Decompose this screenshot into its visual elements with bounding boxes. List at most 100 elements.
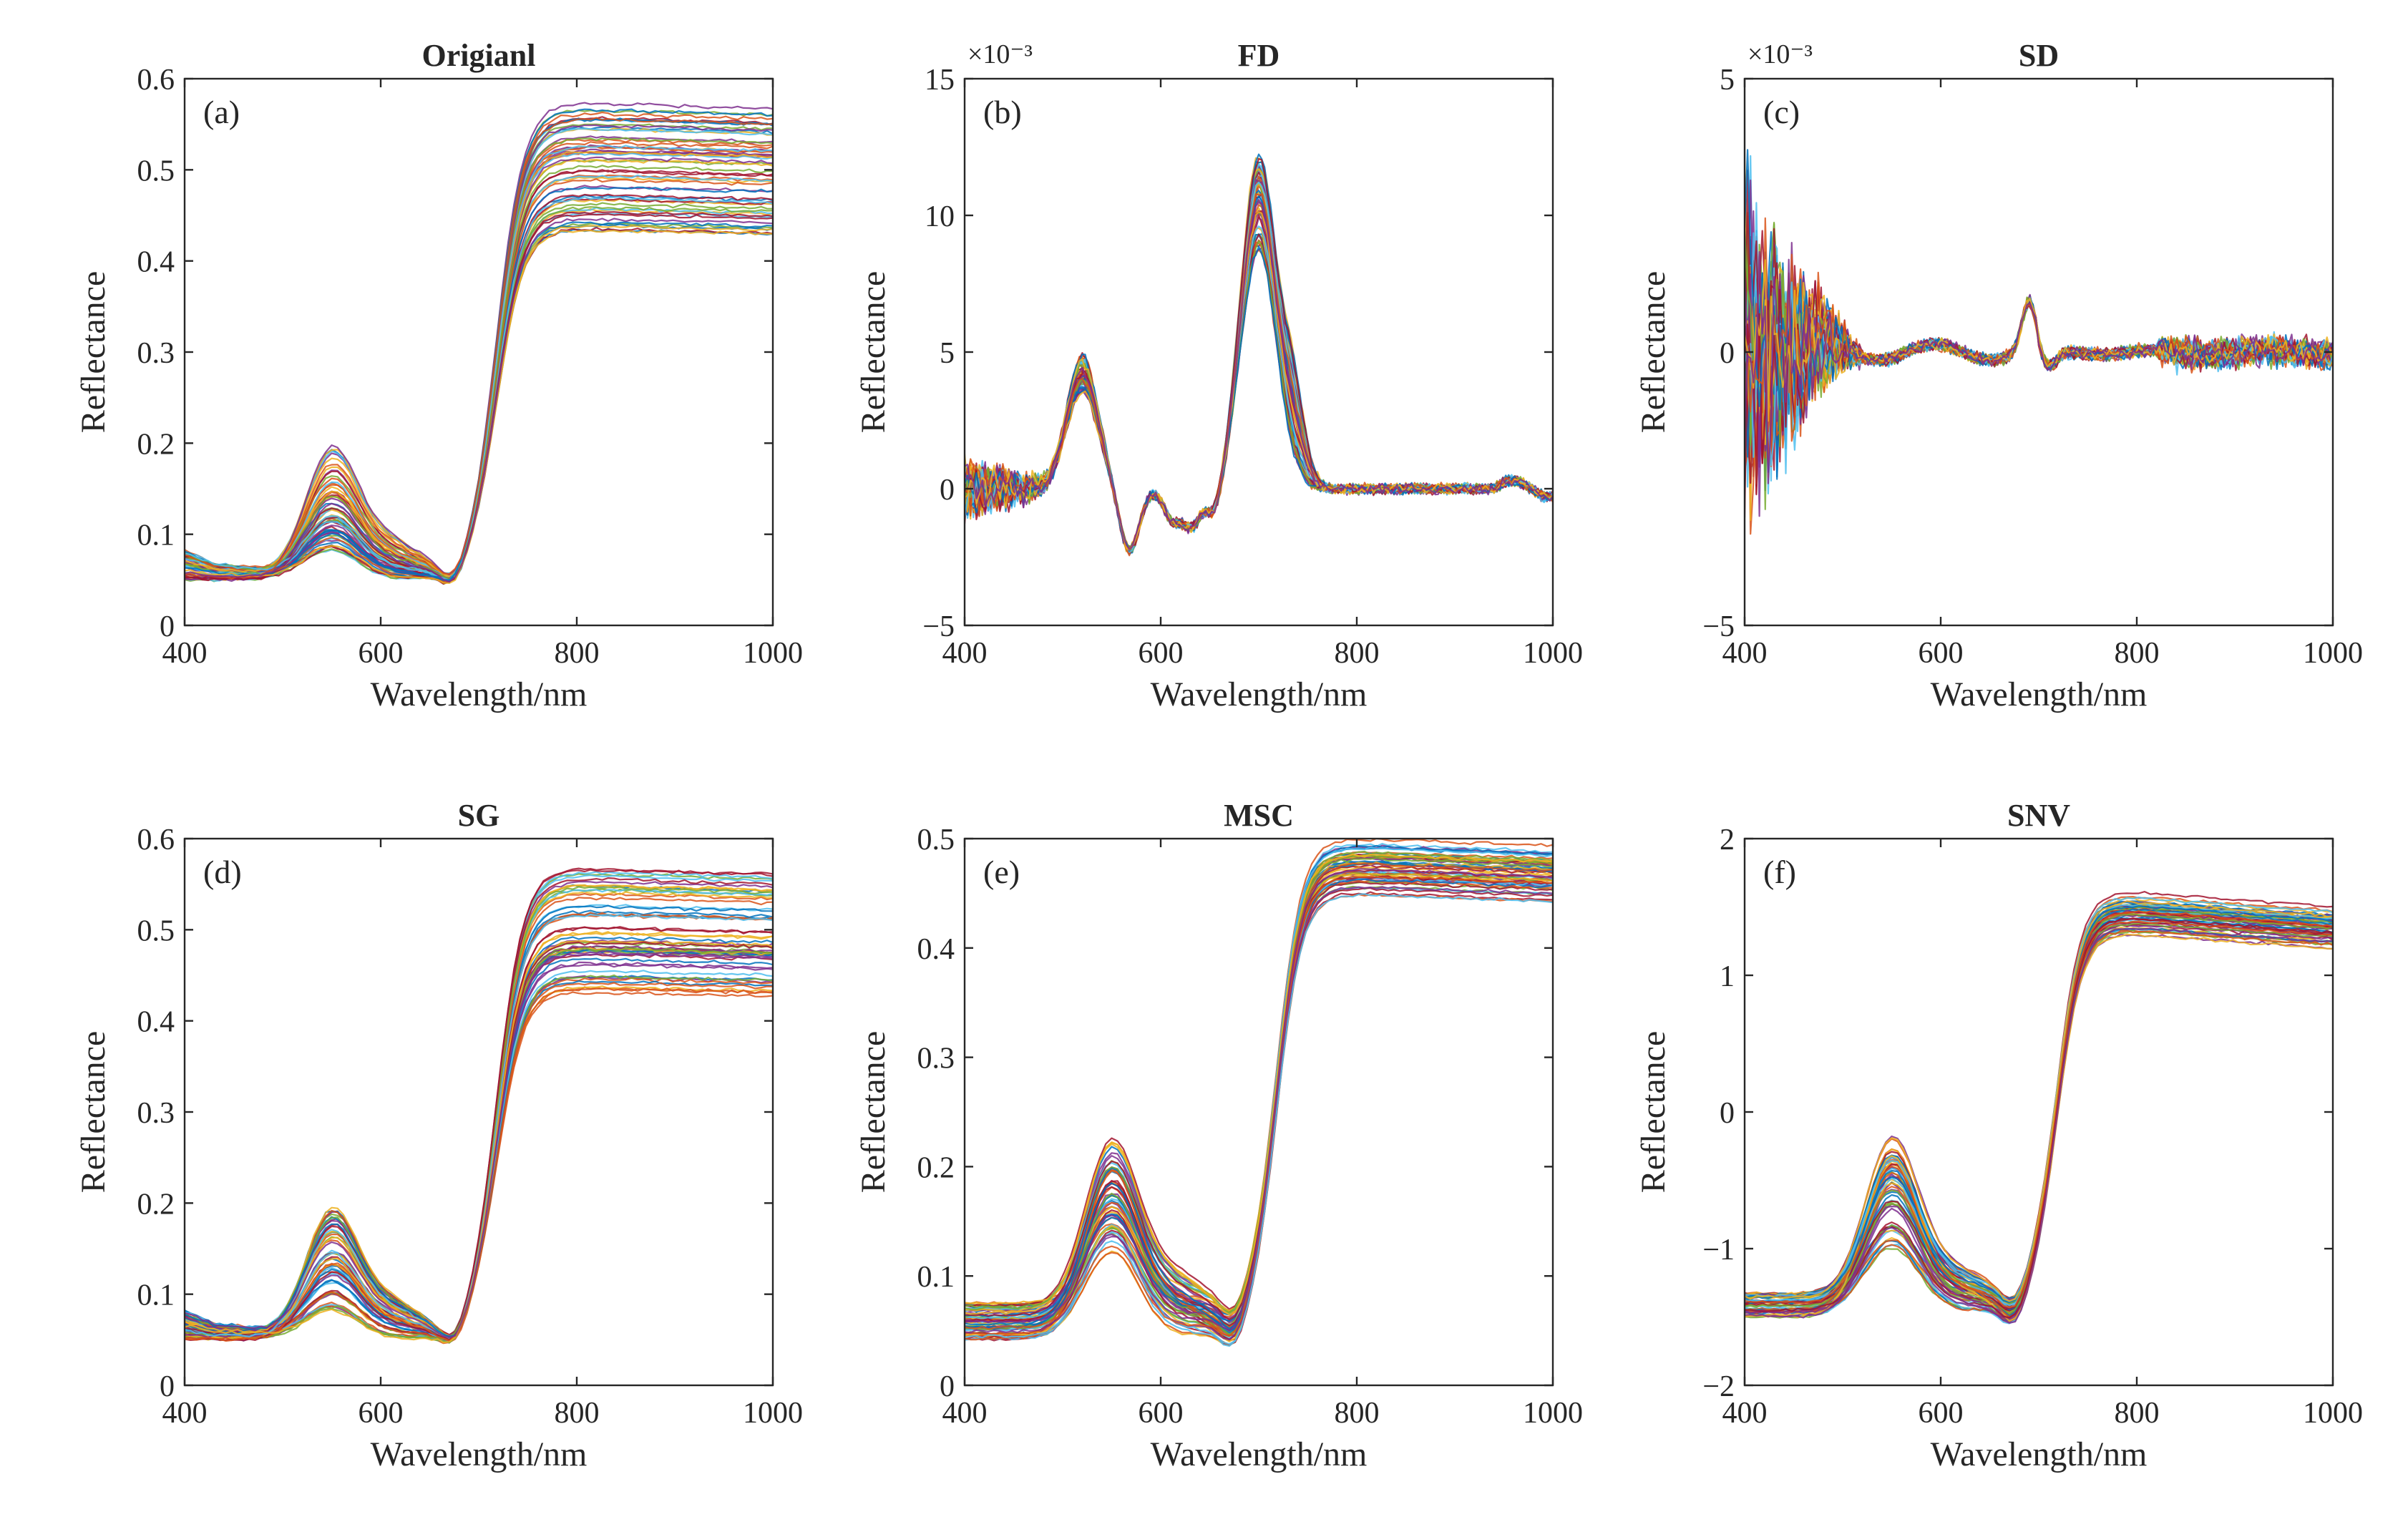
y-tick-label: −2 [1702, 1370, 1735, 1403]
x-tick-label: 400 [1722, 637, 1768, 670]
spectrum-line [1745, 924, 2333, 1319]
spectrum-line [965, 870, 1553, 1326]
y-tick-label: 0 [160, 1370, 175, 1403]
x-tick-label: 600 [359, 637, 404, 670]
spectrum-line [185, 941, 773, 1342]
spectrum-line [965, 891, 1553, 1346]
axes-box [183, 837, 774, 1387]
panel-letter: (b) [983, 94, 1022, 130]
panel-letter: (f) [1763, 854, 1796, 890]
x-tick-label: 1000 [743, 637, 803, 670]
x-tick-label: 400 [162, 1397, 208, 1430]
y-axis-label: Reflectance [854, 271, 892, 434]
spectrum-line [965, 247, 1553, 555]
panel-b: 400 600 800 1000 −5 0 5 10 15 FD ×10⁻³ (b) Wavelengt… [854, 38, 1583, 713]
spectrum-line [965, 233, 1553, 556]
spectrum-line [185, 228, 773, 577]
y-tick-label: 0.3 [137, 1097, 175, 1130]
spectrum-line [965, 881, 1553, 1337]
spectrum-line [965, 887, 1553, 1339]
panel-f: 400 600 800 1000 −2 −1 0 1 2 SNV (f) Wavelength/nm R… [1634, 798, 2363, 1473]
spectrum-line [965, 233, 1553, 553]
spectrum-line [185, 932, 773, 1340]
spectrum-line [965, 854, 1553, 1316]
spectrum-line [185, 947, 773, 1338]
spectrum-line [1745, 929, 2333, 1315]
spectrum-line [965, 875, 1553, 1327]
series-group [185, 102, 773, 585]
spectrum-line [1745, 264, 2333, 521]
panel-d: 400 600 800 1000 0 0.1 0.2 0.3 0.4 0.5 0.6 SG (d) Wav… [74, 798, 803, 1473]
spectrum-line [185, 225, 773, 584]
spectrum-line [185, 953, 773, 1338]
spectrum-line [965, 893, 1553, 1342]
spectrum-line [1745, 912, 2333, 1312]
y-tick-label: 0.6 [137, 64, 175, 97]
spectrum-line [965, 877, 1553, 1347]
panel-c: 400 600 800 1000 −5 0 5 SD ×10⁻³ (c) Wavelength/nm… [1634, 38, 2363, 713]
x-tick-label: 400 [162, 637, 208, 670]
x-tick-label: 600 [1919, 1397, 1964, 1430]
spectrum-line [185, 196, 773, 583]
spectrum-line [965, 181, 1553, 551]
spectrum-line [185, 950, 773, 1342]
spectrum-line [965, 862, 1553, 1332]
spectrum-line [185, 957, 773, 1338]
spectrum-line [185, 109, 773, 582]
spectrum-line [965, 210, 1553, 550]
spectrum-line [185, 940, 773, 1339]
y-tick-label: 0.5 [137, 914, 175, 947]
x-tick-label: 800 [2115, 1397, 2160, 1430]
panel-title: SG [458, 798, 500, 833]
spectrum-line [185, 877, 773, 1341]
x-tick-label: 1000 [1523, 1397, 1583, 1430]
spectrum-line [965, 207, 1553, 553]
spectrum-line [965, 182, 1553, 551]
spectrum-line [185, 948, 773, 1337]
spectrum-line [185, 145, 773, 581]
spectrum-line [185, 124, 773, 580]
spectrum-line [185, 206, 773, 585]
spectrum-line [965, 867, 1553, 1332]
spectrum-line [1745, 907, 2333, 1307]
spectrum-line [185, 930, 773, 1344]
spectrum-line [965, 878, 1553, 1334]
spectrum-line [965, 239, 1553, 552]
spectrum-line [965, 212, 1553, 552]
x-tick-label: 800 [555, 1397, 600, 1430]
spectrum-line [1745, 924, 2333, 1323]
x-tick-label: 800 [555, 637, 600, 670]
x-tick-label: 800 [1335, 637, 1380, 670]
spectrum-line [185, 213, 773, 582]
spectrum-line [1745, 902, 2333, 1309]
spectrum-line [965, 869, 1553, 1335]
spectrum-line [1745, 915, 2333, 1322]
spectrum-line [965, 214, 1553, 550]
spectrum-line [185, 991, 773, 1345]
spectrum-line [185, 229, 773, 579]
spectrum-line [965, 243, 1553, 552]
spectrum-line [1745, 917, 2333, 1309]
spectrum-line [965, 879, 1553, 1347]
spectrum-line [185, 198, 773, 581]
spectrum-line [185, 949, 773, 1343]
spectrum-line [185, 141, 773, 580]
spectrum-line [1745, 918, 2333, 1322]
spectrum-line [185, 116, 773, 582]
spectrum-line [185, 117, 773, 582]
spectrum-line [965, 871, 1553, 1328]
spectrum-line [185, 985, 773, 1340]
spectrum-line [185, 223, 773, 582]
panel-letter: (c) [1763, 94, 1800, 130]
spectrum-line [185, 197, 773, 582]
spectrum-line [965, 211, 1553, 551]
spectrum-line [1745, 917, 2333, 1312]
series-group [185, 867, 773, 1345]
spectrum-line [965, 887, 1553, 1340]
panel-e: 400 600 800 1000 0 0.1 0.2 0.3 0.4 0.5 MSC (e) Wavel… [854, 798, 1583, 1473]
spectrum-line [965, 225, 1553, 555]
spectrum-line [1745, 909, 2333, 1319]
spectrum-line [1745, 919, 2333, 1324]
spectrum-line [185, 221, 773, 582]
spectrum-line [185, 946, 773, 1340]
